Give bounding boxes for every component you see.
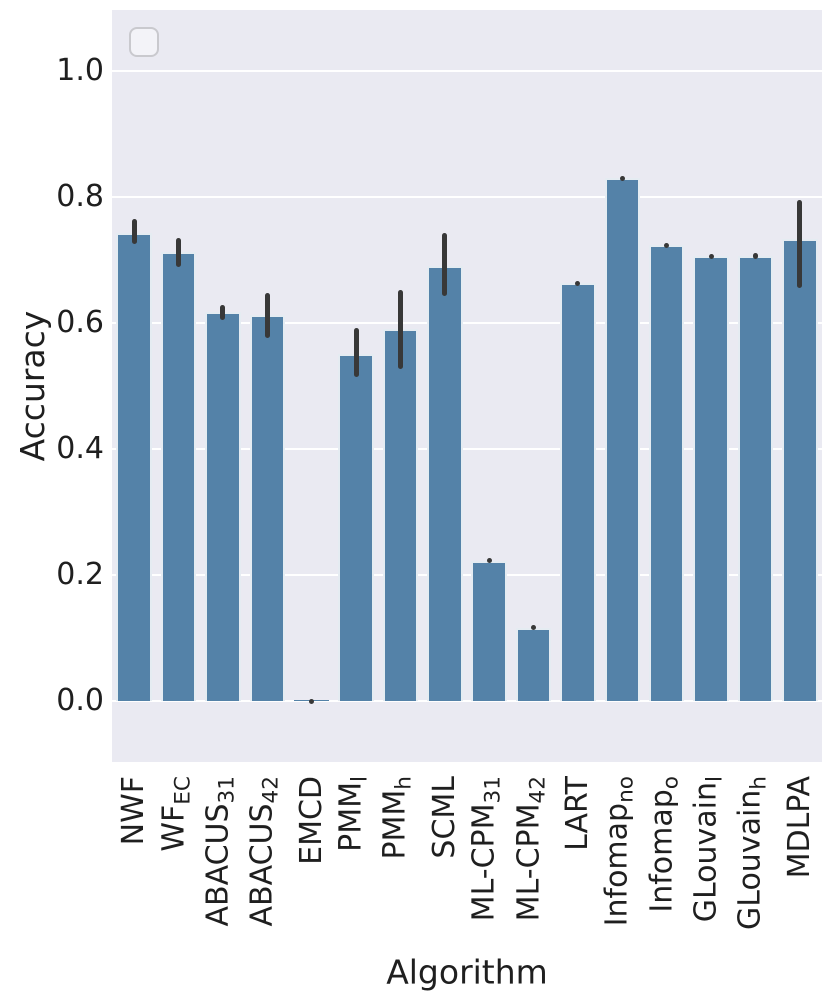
bar-infomap-no [604,178,641,701]
bar-ml-cpm-42 [515,627,552,701]
bar-lart [560,283,596,701]
gridline-0.2 [112,574,822,576]
x-tick-label-main: GLouvain [688,782,724,923]
x-tick-label-subscript: o [658,776,684,790]
gridline-0.8 [112,196,822,198]
plot-area [112,10,822,762]
x-tick-label-main: LART [559,776,595,851]
bar-wf-ec [160,251,197,701]
x-tick-label-main: PMM [377,789,413,860]
y-tick-label-0.6: 0.6 [56,305,104,340]
error-bar-glouvain-l [708,253,714,260]
bar-glouvain-l [693,256,729,701]
bar-abacus-31 [205,312,241,701]
x-tick-label-main: ABACUS [200,803,236,927]
x-tick-label-subscript: h [391,776,417,790]
x-tick-label-mdlpa: MDLPA [781,776,817,879]
x-tick-label-main: EMCD [293,776,329,865]
error-bar-nwf [131,219,137,245]
x-tick-label-subscript: 42 [258,776,284,804]
error-bar-infomap-no [619,175,625,181]
x-tick-label-main: PMM [333,782,369,852]
x-tick-label-glouvain-h: GLouvainh [732,776,775,930]
x-tick-label-nwf: NWF [116,776,152,846]
error-bar-abacus-42 [264,292,270,339]
x-tick-label-main: SCML [426,776,462,859]
error-bar-wf-ec [176,237,182,267]
error-bar-mdlpa [797,200,803,288]
gridline-0.0 [112,700,822,702]
x-tick-label-main: Infomap [599,802,635,927]
error-bar-lart [575,280,581,286]
x-tick-label-pmm-l: PMMl [333,776,376,852]
error-bar-emcd [309,699,315,705]
x-tick-label-main: ABACUS [244,803,280,927]
y-tick-label-1.0: 1.0 [56,53,104,88]
y-tick-label-0.2: 0.2 [56,557,104,592]
bar-ml-cpm-31 [471,561,507,701]
x-tick-label-main: Infomap [644,789,680,913]
y-tick-label-0.0: 0.0 [56,683,104,718]
x-tick-label-wf-ec: WFEC [156,776,198,852]
x-tick-label-main: WF [156,804,192,852]
x-tick-label-glouvain-l: GLouvainl [688,776,731,923]
gridline-0.6 [112,322,822,324]
x-tick-label-subscript: h [746,776,772,790]
bar-scml [427,266,463,701]
x-tick-label-subscript: EC [170,776,196,805]
gridline-1.0 [112,70,822,72]
error-bar-scml [442,232,448,296]
x-tick-label-main: NWF [116,776,152,846]
bar-abacus-42 [249,314,286,701]
x-tick-label-subscript: l [702,776,728,782]
x-tick-label-emcd: EMCD [293,776,329,865]
x-tick-label-main: ML-CPM [511,803,547,922]
x-tick-label-subscript: 31 [480,776,506,804]
error-bar-infomap-o [664,242,670,249]
error-bar-glouvain-h [752,253,758,259]
bar-pmm-h [382,329,419,701]
error-bar-ml-cpm-42 [531,625,537,631]
x-axis-title: Algorithm [386,952,548,992]
x-tick-label-main: ML-CPM [466,803,502,922]
x-tick-label-subscript: 42 [525,776,551,804]
x-tick-label-subscript: 31 [214,776,240,804]
error-bar-ml-cpm-31 [486,557,492,564]
error-bar-pmm-h [397,290,403,369]
x-tick-label-subscript: no [613,776,639,803]
y-tick-label-0.8: 0.8 [56,179,104,214]
error-bar-abacus-31 [220,304,226,320]
x-tick-label-subscript: l [347,776,373,782]
x-tick-label-main: GLouvain [732,789,768,930]
bar-nwf [116,232,152,701]
y-tick-label-0.4: 0.4 [56,431,104,466]
bar-pmm-l [338,353,374,701]
bar-mdlpa [782,239,818,701]
x-tick-label-ml-cpm-31: ML-CPM31 [466,776,509,922]
x-tick-label-infomap-o: Infomapo [644,776,686,913]
x-tick-label-infomap-no: Infomapno [599,776,642,927]
x-tick-label-pmm-h: PMMh [377,776,420,860]
legend-box [129,27,159,57]
bar-infomap-o [648,244,685,701]
bar-glouvain-h [737,255,774,701]
error-bar-pmm-l [353,328,359,378]
x-tick-label-lart: LART [559,776,595,851]
x-tick-label-abacus-42: ABACUS42 [244,776,287,927]
x-tick-label-main: MDLPA [781,776,817,879]
x-tick-label-ml-cpm-42: ML-CPM42 [511,776,553,922]
x-tick-label-scml: SCML [426,776,462,859]
x-tick-label-abacus-31: ABACUS31 [200,776,242,927]
gridline-0.4 [112,448,822,450]
